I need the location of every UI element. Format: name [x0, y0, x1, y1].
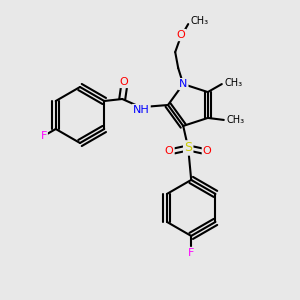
Text: CH₃: CH₃ — [227, 115, 245, 125]
Text: N: N — [179, 79, 188, 89]
Text: O: O — [177, 30, 186, 40]
Text: O: O — [203, 146, 212, 156]
Text: CH₃: CH₃ — [225, 78, 243, 88]
Text: NH: NH — [133, 105, 150, 115]
Text: O: O — [120, 77, 129, 87]
Text: S: S — [184, 141, 192, 154]
Text: F: F — [40, 131, 47, 141]
Text: F: F — [188, 248, 194, 258]
Text: O: O — [165, 146, 174, 156]
Text: CH₃: CH₃ — [190, 16, 208, 26]
